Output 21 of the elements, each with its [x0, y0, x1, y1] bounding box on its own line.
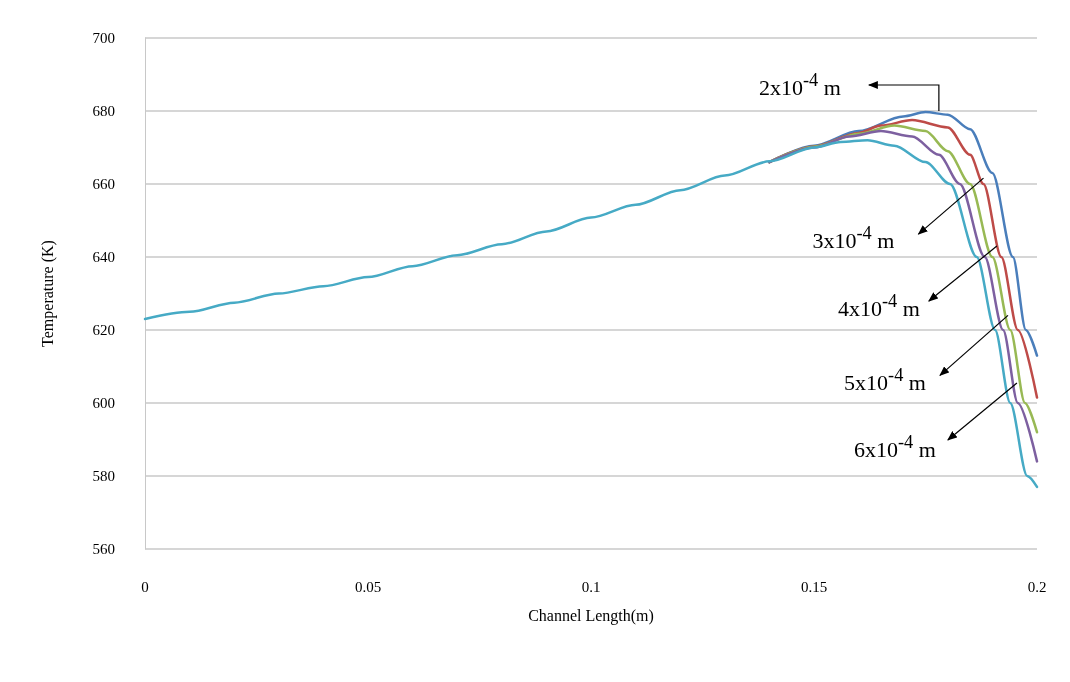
- y-tick-label: 700: [92, 30, 115, 46]
- y-axis-title: Temperature (K): [38, 240, 57, 347]
- y-tick-label: 680: [92, 103, 115, 119]
- x-tick-label: 0.2: [1027, 578, 1047, 595]
- x-tick-label: 0.1: [581, 578, 601, 595]
- x-tick-label: 0.15: [800, 578, 828, 595]
- annotation: 6x10$^{-4}$ m: [853, 432, 936, 462]
- annotation: 4x10$^{-4}$ m: [837, 291, 920, 321]
- y-tick-label: 580: [92, 468, 115, 484]
- annotation: 2x10$^{-4}$ m: [758, 70, 841, 100]
- y-tick-label: 660: [92, 176, 115, 192]
- y-tick-label: 560: [92, 541, 115, 557]
- x-tick-label: 0: [141, 578, 149, 595]
- y-tick-label: 640: [92, 249, 115, 265]
- line-series: [143, 138, 1039, 489]
- annotation: 5x10$^{-4}$ m: [844, 365, 926, 396]
- annotation: 3x10$^{-4}$ m: [812, 223, 895, 253]
- x-tick-label: 0.05: [354, 578, 382, 595]
- y-tick-label: 620: [92, 322, 115, 338]
- y-tick-label: 600: [92, 395, 115, 411]
- x-axis-title: Channel Length(m): [528, 606, 654, 625]
